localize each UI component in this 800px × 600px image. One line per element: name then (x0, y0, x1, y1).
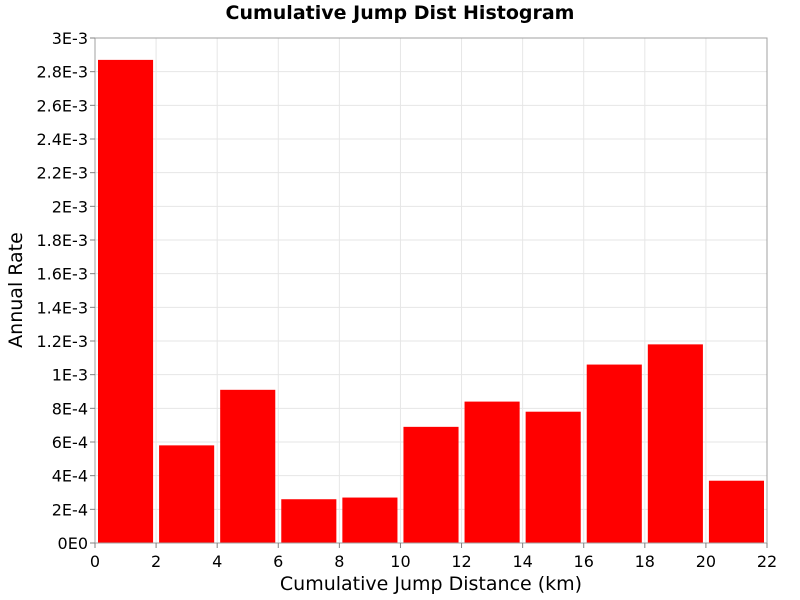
y-tick-label: 2.2E-3 (36, 164, 88, 183)
plot-frame (94, 37, 768, 544)
bars (98, 59, 764, 544)
y-tick-label: 1.4E-3 (36, 298, 88, 317)
x-tick-label: 12 (451, 552, 471, 571)
y-tick-label: 1.6E-3 (36, 265, 88, 284)
y-tick-label: 6E-4 (52, 433, 88, 452)
x-tick-label: 4 (212, 552, 222, 571)
y-tick-label: 1E-3 (52, 366, 88, 385)
bar (220, 389, 276, 543)
x-tick-label: 0 (90, 552, 100, 571)
y-tick-label: 0E0 (58, 534, 88, 553)
x-tick-label: 20 (696, 552, 716, 571)
y-tick-label: 8E-4 (52, 399, 88, 418)
y-axis-label: Annual Rate (5, 232, 27, 348)
x-tick-label: 16 (574, 552, 594, 571)
y-tick-label: 2E-4 (52, 500, 88, 519)
x-tick-label: 10 (390, 552, 410, 571)
bar (708, 480, 764, 543)
x-tick-label: 14 (512, 552, 532, 571)
bar (525, 411, 581, 543)
bar (159, 445, 215, 543)
y-tick-label: 1.8E-3 (36, 231, 88, 250)
x-axis-label: Cumulative Jump Distance (km) (280, 573, 582, 595)
y-tick-label: 1.2E-3 (36, 332, 88, 351)
x-tick-label: 8 (334, 552, 344, 571)
x-tick-label: 2 (151, 552, 161, 571)
y-tick-label: 3E-3 (52, 29, 88, 48)
grid-lines (95, 38, 767, 543)
chart-title: Cumulative Jump Dist Histogram (225, 2, 575, 24)
bar (464, 401, 520, 543)
bar (586, 364, 642, 543)
bar (647, 344, 703, 543)
bar (403, 426, 459, 543)
x-tick-label: 18 (635, 552, 655, 571)
y-tick-label: 2.6E-3 (36, 96, 88, 115)
y-tick-label: 2.4E-3 (36, 130, 88, 149)
x-axis-ticks: 0 2 4 6 8 10 12 14 16 18 20 22 (90, 543, 777, 571)
bar (281, 499, 337, 543)
x-tick-label: 22 (757, 552, 777, 571)
y-tick-label: 2.8E-3 (36, 63, 88, 82)
y-tick-label: 2E-3 (52, 197, 88, 216)
y-axis-ticks: 0E0 2E-4 4E-4 6E-4 8E-4 1E-3 1.2E-3 1.4E-3 1.6E-… (36, 29, 95, 553)
x-tick-label: 6 (273, 552, 283, 571)
y-tick-label: 4E-4 (52, 467, 88, 486)
bar (342, 497, 398, 543)
bar (98, 59, 154, 544)
